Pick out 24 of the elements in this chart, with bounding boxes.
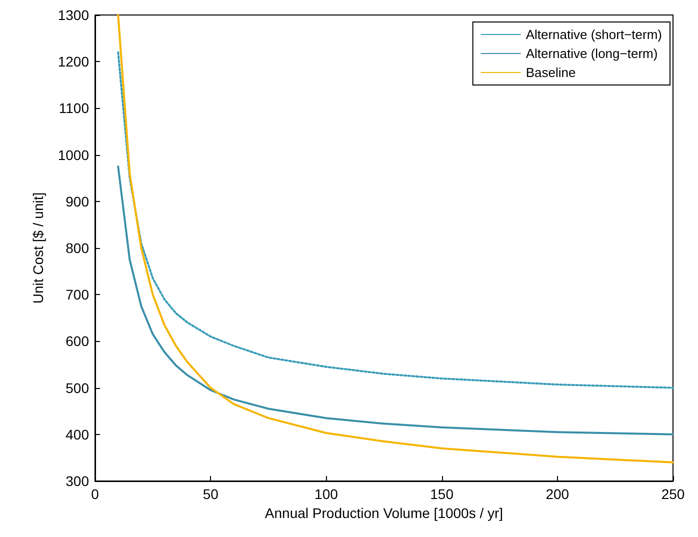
legend-label: Baseline [526, 65, 576, 80]
y-tick-label: 1000 [58, 146, 90, 163]
y-tick-label: 1300 [58, 7, 90, 23]
y-tick-label: 1200 [58, 54, 90, 70]
y-axis-title: Unit Cost [$ / unit] [30, 192, 46, 304]
legend-label: Alternative (long−term) [526, 46, 658, 61]
line-series [117, 165, 674, 436]
y-tick-label: 800 [66, 240, 90, 256]
y-tick-label: 700 [66, 286, 90, 303]
x-tick-label: 0 [91, 486, 100, 502]
x-tick-label: 50 [202, 486, 219, 502]
line-series [117, 14, 674, 464]
y-tick-label: 400 [66, 426, 90, 442]
y-tick-label: 900 [66, 193, 90, 210]
x-axis-title: Annual Production Volume [1000s / yr] [264, 504, 504, 521]
x-tick-label: 250 [661, 486, 685, 502]
y-tick-label: 600 [66, 333, 90, 350]
legend-label: Alternative (short−term) [526, 27, 662, 42]
x-tick-label: 100 [314, 486, 338, 502]
x-tick-label: 150 [430, 486, 454, 502]
y-tick-label: 300 [66, 473, 90, 489]
y-tick-label: 500 [66, 380, 90, 396]
y-tick-label: 1100 [58, 100, 90, 116]
x-tick-label: 200 [546, 486, 570, 502]
